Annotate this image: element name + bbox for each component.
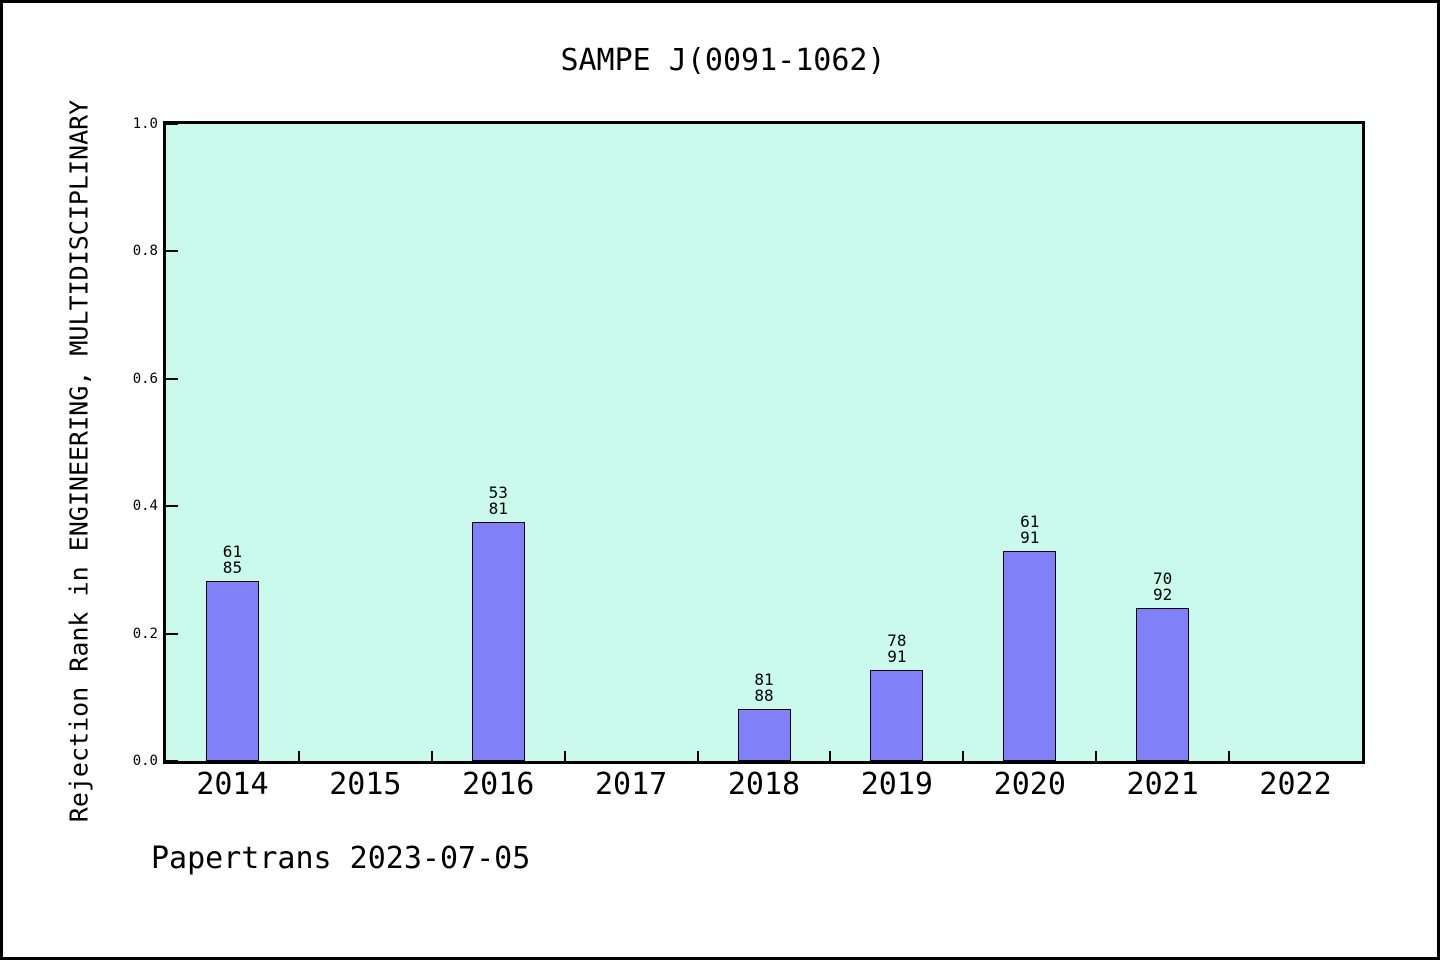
x-axis-tick xyxy=(829,751,832,761)
bar-2019: 78 91 xyxy=(870,632,924,761)
x-axis-tick xyxy=(430,751,433,761)
x-axis-tick-label: 2016 xyxy=(462,767,535,802)
x-axis-tick xyxy=(1228,751,1231,761)
bar-2016: 53 81 xyxy=(471,484,525,761)
y-axis-tick-label: 0.4 xyxy=(132,498,158,515)
bar-value-label: 53 81 xyxy=(488,482,508,518)
footer-watermark: Papertrans 2023-07-05 xyxy=(151,841,531,876)
x-axis-tick-label: 2022 xyxy=(1259,767,1332,802)
y-axis-tick-label: 0.6 xyxy=(132,370,158,387)
bar-value-label: 78 91 xyxy=(887,630,907,666)
y-axis-tick xyxy=(166,760,178,762)
plot-area: 61 85 53 81 81 88 78 91 61 91 70 92 xyxy=(163,121,1365,764)
bar-2021: 70 92 xyxy=(1136,571,1190,761)
y-axis-tick-label: 0.2 xyxy=(132,625,158,642)
x-axis-tick xyxy=(696,751,699,761)
y-axis-tick xyxy=(166,250,178,253)
x-axis-tick xyxy=(962,751,965,761)
y-axis-tick xyxy=(166,123,178,125)
x-axis-tick xyxy=(1095,751,1098,761)
x-axis-tick-label: 2017 xyxy=(594,767,668,802)
chart-title: SAMPE J(0091-1062) xyxy=(560,43,886,78)
bar-2014: 61 85 xyxy=(205,544,259,761)
bar-2020: 61 91 xyxy=(1003,513,1057,761)
x-axis-tick-label: 2014 xyxy=(196,767,269,802)
x-axis-tick-label: 2020 xyxy=(993,767,1066,802)
y-axis-tick xyxy=(166,377,178,380)
x-axis-tick xyxy=(297,751,300,761)
bar-value-label: 61 91 xyxy=(1020,511,1040,547)
bar-value-label: 61 85 xyxy=(222,542,243,578)
x-axis-tick-label: 2019 xyxy=(860,767,933,802)
y-axis-tick xyxy=(166,505,178,508)
x-axis-tick-label: 2018 xyxy=(727,767,801,802)
y-axis-tick-label: 1.0 xyxy=(132,116,158,132)
x-axis-tick-label: 2021 xyxy=(1126,767,1199,802)
bar-value-label: 81 88 xyxy=(754,670,774,706)
y-axis-label: Rejection Rank in ENGINEERING, MULTIDISC… xyxy=(64,99,94,823)
y-axis-tick-label: 0.8 xyxy=(132,243,158,260)
bar-value-label: 70 92 xyxy=(1153,569,1173,605)
y-axis-tick xyxy=(166,632,178,635)
y-axis-tick-label: 0.0 xyxy=(132,753,158,769)
x-axis-tick-label: 2015 xyxy=(329,767,402,802)
x-axis-tick xyxy=(563,751,566,761)
bar-2018: 81 88 xyxy=(737,672,791,761)
